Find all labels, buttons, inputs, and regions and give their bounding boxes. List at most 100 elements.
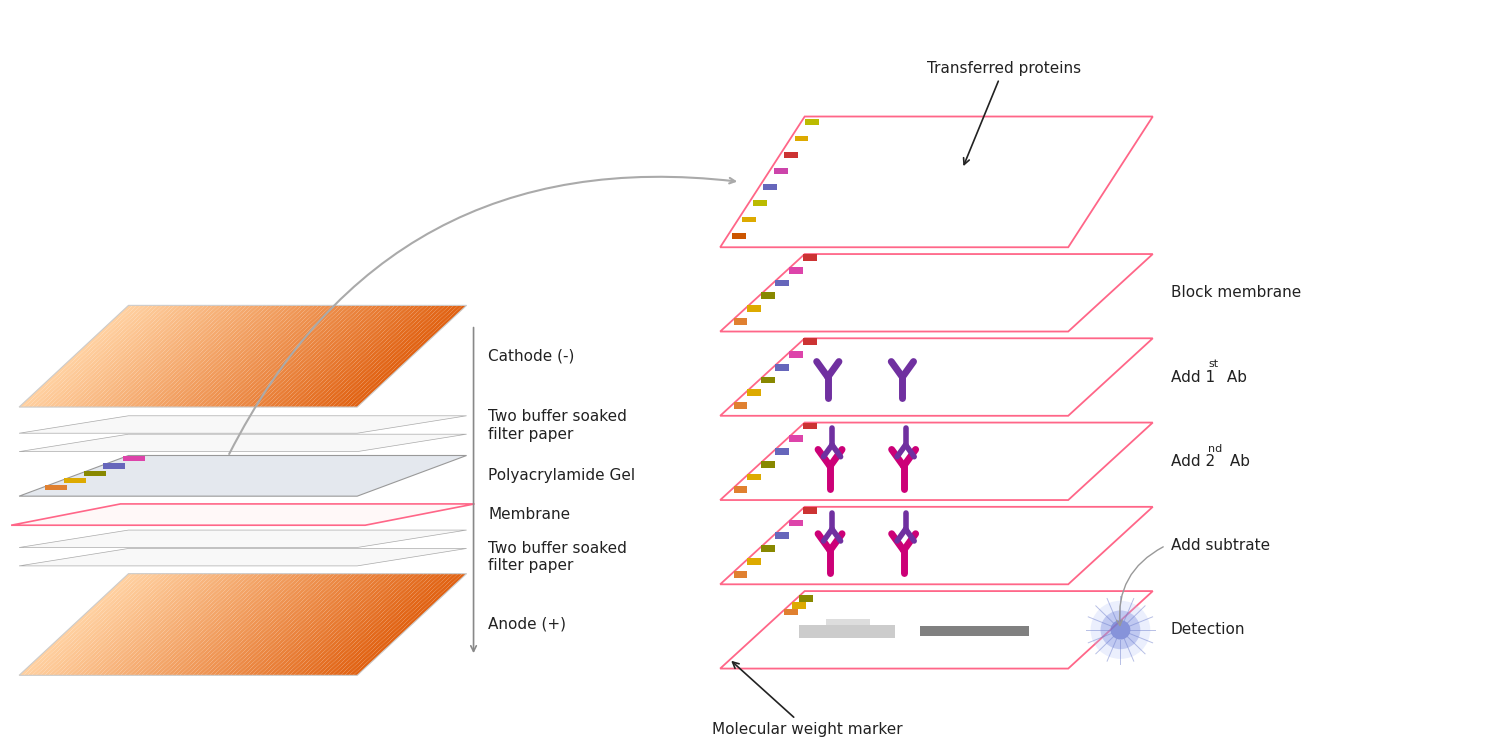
Polygon shape xyxy=(800,595,813,602)
Polygon shape xyxy=(104,305,218,407)
Polygon shape xyxy=(774,168,788,174)
Polygon shape xyxy=(87,574,201,675)
Polygon shape xyxy=(217,574,332,675)
Polygon shape xyxy=(45,574,158,675)
Polygon shape xyxy=(243,574,357,675)
Polygon shape xyxy=(776,279,789,286)
Polygon shape xyxy=(70,305,183,407)
Circle shape xyxy=(1110,620,1131,639)
Polygon shape xyxy=(298,574,411,675)
Polygon shape xyxy=(336,305,450,407)
Polygon shape xyxy=(278,574,390,675)
Polygon shape xyxy=(171,574,285,675)
Polygon shape xyxy=(108,574,222,675)
Polygon shape xyxy=(260,305,374,407)
Polygon shape xyxy=(20,416,466,433)
Text: Ab: Ab xyxy=(1222,370,1248,385)
Polygon shape xyxy=(184,574,297,675)
Polygon shape xyxy=(285,305,399,407)
Polygon shape xyxy=(804,254,818,261)
Polygon shape xyxy=(795,136,808,142)
Polygon shape xyxy=(762,376,776,383)
Polygon shape xyxy=(87,305,201,407)
Polygon shape xyxy=(280,305,394,407)
Polygon shape xyxy=(92,574,204,675)
Circle shape xyxy=(1101,611,1140,649)
Polygon shape xyxy=(92,305,204,407)
Polygon shape xyxy=(789,519,802,526)
Polygon shape xyxy=(192,305,306,407)
Polygon shape xyxy=(78,574,192,675)
Polygon shape xyxy=(776,364,789,370)
Polygon shape xyxy=(345,574,458,675)
Polygon shape xyxy=(294,305,408,407)
Polygon shape xyxy=(734,318,747,325)
Text: st: st xyxy=(1209,359,1218,369)
Polygon shape xyxy=(20,530,466,548)
Polygon shape xyxy=(222,574,336,675)
Polygon shape xyxy=(336,574,450,675)
Polygon shape xyxy=(150,574,264,675)
Polygon shape xyxy=(290,574,404,675)
Polygon shape xyxy=(134,305,248,407)
Polygon shape xyxy=(196,574,310,675)
Text: Anode (+): Anode (+) xyxy=(489,617,567,632)
Polygon shape xyxy=(285,574,399,675)
Polygon shape xyxy=(40,305,154,407)
Polygon shape xyxy=(260,574,374,675)
Polygon shape xyxy=(789,267,802,273)
Polygon shape xyxy=(252,574,364,675)
Text: Add subtrate: Add subtrate xyxy=(1170,538,1270,553)
Polygon shape xyxy=(352,574,466,675)
Text: Cathode (-): Cathode (-) xyxy=(489,349,574,364)
Polygon shape xyxy=(184,305,297,407)
Text: Two buffer soaked
filter paper: Two buffer soaked filter paper xyxy=(489,409,627,442)
Polygon shape xyxy=(238,305,352,407)
Text: Polyacrylamide Gel: Polyacrylamide Gel xyxy=(489,468,636,483)
Polygon shape xyxy=(753,200,766,206)
Polygon shape xyxy=(166,574,280,675)
Polygon shape xyxy=(747,558,762,565)
Polygon shape xyxy=(138,305,250,407)
Polygon shape xyxy=(256,305,369,407)
Polygon shape xyxy=(720,339,1152,416)
Polygon shape xyxy=(57,574,171,675)
Polygon shape xyxy=(108,305,222,407)
Polygon shape xyxy=(303,574,416,675)
Polygon shape xyxy=(213,305,327,407)
Polygon shape xyxy=(324,574,436,675)
Polygon shape xyxy=(171,305,285,407)
Polygon shape xyxy=(124,574,238,675)
Polygon shape xyxy=(290,305,404,407)
Polygon shape xyxy=(734,402,747,409)
Polygon shape xyxy=(32,305,146,407)
Polygon shape xyxy=(192,574,306,675)
Polygon shape xyxy=(234,305,348,407)
Polygon shape xyxy=(762,461,776,468)
Text: Add 1: Add 1 xyxy=(1170,370,1215,385)
Polygon shape xyxy=(231,574,344,675)
Polygon shape xyxy=(789,351,802,358)
Polygon shape xyxy=(45,485,66,491)
Text: nd: nd xyxy=(1209,444,1222,453)
Polygon shape xyxy=(94,305,208,407)
Polygon shape xyxy=(720,254,1152,331)
Polygon shape xyxy=(146,574,260,675)
Polygon shape xyxy=(268,305,382,407)
Polygon shape xyxy=(747,390,762,396)
Polygon shape xyxy=(310,574,424,675)
Polygon shape xyxy=(24,574,136,675)
Circle shape xyxy=(1090,601,1150,659)
Polygon shape xyxy=(720,591,1152,668)
Polygon shape xyxy=(112,305,225,407)
Polygon shape xyxy=(180,305,294,407)
Polygon shape xyxy=(20,548,466,566)
Polygon shape xyxy=(264,305,378,407)
Polygon shape xyxy=(159,574,272,675)
Polygon shape xyxy=(804,422,818,429)
Polygon shape xyxy=(742,216,756,222)
Polygon shape xyxy=(789,436,802,442)
Polygon shape xyxy=(234,574,348,675)
Polygon shape xyxy=(99,574,213,675)
Text: Detection: Detection xyxy=(1170,622,1245,637)
